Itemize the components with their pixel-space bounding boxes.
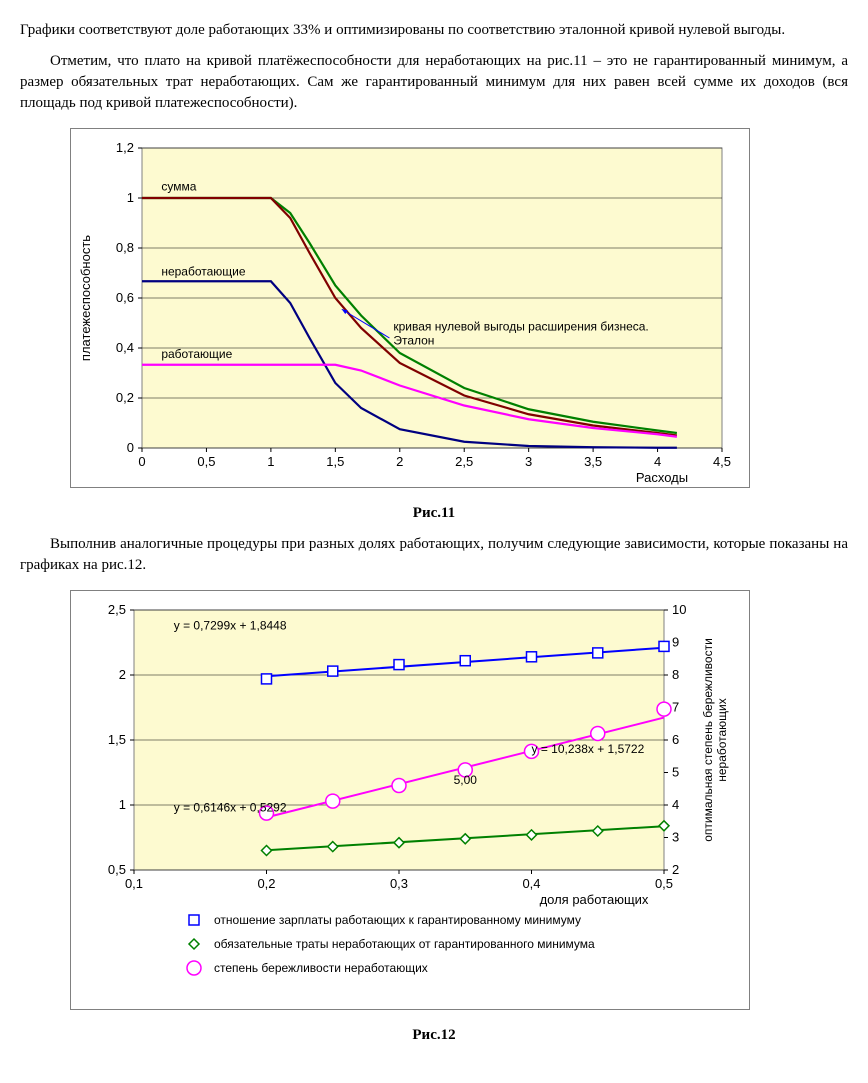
svg-text:6: 6 <box>672 732 679 747</box>
svg-text:неработающих: неработающих <box>715 698 729 782</box>
svg-text:0,5: 0,5 <box>108 862 126 877</box>
figure-11: 0 0,2 0,4 0,6 0,8 1 1,2 0 0,5 1 1,5 2 2,5 3 3,5 4 4,5 пла… <box>70 128 848 495</box>
svg-text:2: 2 <box>672 862 679 877</box>
svg-text:доля работающих: доля работающих <box>540 892 649 907</box>
svg-text:отношение зарплаты работающих: отношение зарплаты работающих к гарантир… <box>214 913 581 927</box>
svg-text:1,5: 1,5 <box>326 454 344 469</box>
svg-text:1: 1 <box>119 797 126 812</box>
svg-text:y = 10,238x + 1,5722: y = 10,238x + 1,5722 <box>532 742 645 756</box>
svg-text:1,5: 1,5 <box>108 732 126 747</box>
svg-text:y = 0,7299x + 1,8448: y = 0,7299x + 1,8448 <box>174 619 287 633</box>
caption-12: Рис.12 <box>20 1025 848 1046</box>
svg-text:0,5: 0,5 <box>197 454 215 469</box>
svg-text:0,1: 0,1 <box>125 876 143 891</box>
svg-text:кривая нулевой выгоды расширен: кривая нулевой выгоды расширения бизнеса… <box>393 320 648 334</box>
svg-text:неработающие: неработающие <box>161 265 246 279</box>
caption-11: Рис.11 <box>20 503 848 524</box>
svg-text:2: 2 <box>396 454 403 469</box>
svg-text:2: 2 <box>119 667 126 682</box>
svg-text:0,4: 0,4 <box>116 340 134 355</box>
svg-text:сумма: сумма <box>161 180 196 194</box>
paragraph-3: Выполнив аналогичные процедуры при разны… <box>20 534 848 576</box>
svg-text:0,3: 0,3 <box>390 876 408 891</box>
figure-12: 0,5 1 1,5 2 2,5 2 3 4 5 6 7 8 9 10 0,1 0,2 0,3 0,4 0,5 доля… <box>70 590 848 1017</box>
svg-text:0,2: 0,2 <box>257 876 275 891</box>
svg-text:y = 0,6146x + 0,5292: y = 0,6146x + 0,5292 <box>174 801 287 815</box>
svg-text:10: 10 <box>672 602 686 617</box>
paragraph-1: Графики соответствуют доле работающих 33… <box>20 20 848 41</box>
svg-text:1: 1 <box>127 190 134 205</box>
svg-text:0,4: 0,4 <box>522 876 540 891</box>
svg-text:8: 8 <box>672 667 679 682</box>
svg-text:4: 4 <box>654 454 661 469</box>
svg-text:0,6: 0,6 <box>116 290 134 305</box>
svg-text:0,2: 0,2 <box>116 390 134 405</box>
svg-text:0,8: 0,8 <box>116 240 134 255</box>
svg-text:5,00: 5,00 <box>454 773 478 787</box>
svg-text:Расходы: Расходы <box>636 470 688 485</box>
svg-text:4,5: 4,5 <box>713 454 731 469</box>
svg-text:9: 9 <box>672 635 679 650</box>
svg-text:работающие: работающие <box>161 347 232 361</box>
svg-text:1: 1 <box>267 454 274 469</box>
svg-text:7: 7 <box>672 700 679 715</box>
svg-text:платежеспособность: платежеспособность <box>78 235 93 361</box>
svg-text:0,5: 0,5 <box>655 876 673 891</box>
svg-text:3: 3 <box>525 454 532 469</box>
svg-text:0: 0 <box>138 454 145 469</box>
svg-text:5: 5 <box>672 765 679 780</box>
svg-text:Эталон: Эталон <box>393 334 434 348</box>
svg-text:4: 4 <box>672 797 679 812</box>
svg-text:2,5: 2,5 <box>108 602 126 617</box>
svg-text:0: 0 <box>127 440 134 455</box>
svg-text:3,5: 3,5 <box>584 454 602 469</box>
svg-text:3: 3 <box>672 830 679 845</box>
svg-text:обязательные траты неработающи: обязательные траты неработающих от гаран… <box>214 937 595 951</box>
svg-text:2,5: 2,5 <box>455 454 473 469</box>
svg-text:оптимальная степень бережливос: оптимальная степень бережливости <box>701 638 715 842</box>
svg-text:1,2: 1,2 <box>116 140 134 155</box>
paragraph-2: Отметим, что плато на кривой платёжеспос… <box>20 51 848 114</box>
svg-text:степень бережливости неработаю: степень бережливости неработающих <box>214 961 428 975</box>
